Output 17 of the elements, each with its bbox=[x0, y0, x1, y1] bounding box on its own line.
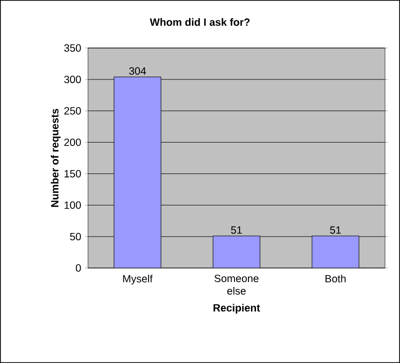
chart-title: Whom did I ask for? bbox=[150, 18, 250, 26]
x-tick-label: Someone else bbox=[214, 274, 259, 295]
y-tick-label: 200 bbox=[64, 138, 81, 146]
y-tick-label: 150 bbox=[64, 170, 81, 178]
y-tick-label: 250 bbox=[64, 107, 81, 115]
y-tick-label: 100 bbox=[64, 201, 81, 209]
x-tick-label: Myself bbox=[123, 274, 153, 284]
data-label: 51 bbox=[330, 226, 341, 234]
y-axis-title: Number of requests bbox=[50, 108, 61, 207]
y-tick-label: 50 bbox=[70, 232, 81, 240]
y-tick-label: 300 bbox=[64, 76, 81, 84]
x-tick-label: Both bbox=[326, 274, 346, 282]
x-axis-title: Recipient bbox=[214, 304, 260, 314]
y-tick-label: 0 bbox=[76, 264, 81, 272]
y-tick-label: 350 bbox=[64, 44, 81, 52]
data-label: 304 bbox=[129, 67, 146, 75]
data-label: 51 bbox=[231, 226, 242, 234]
